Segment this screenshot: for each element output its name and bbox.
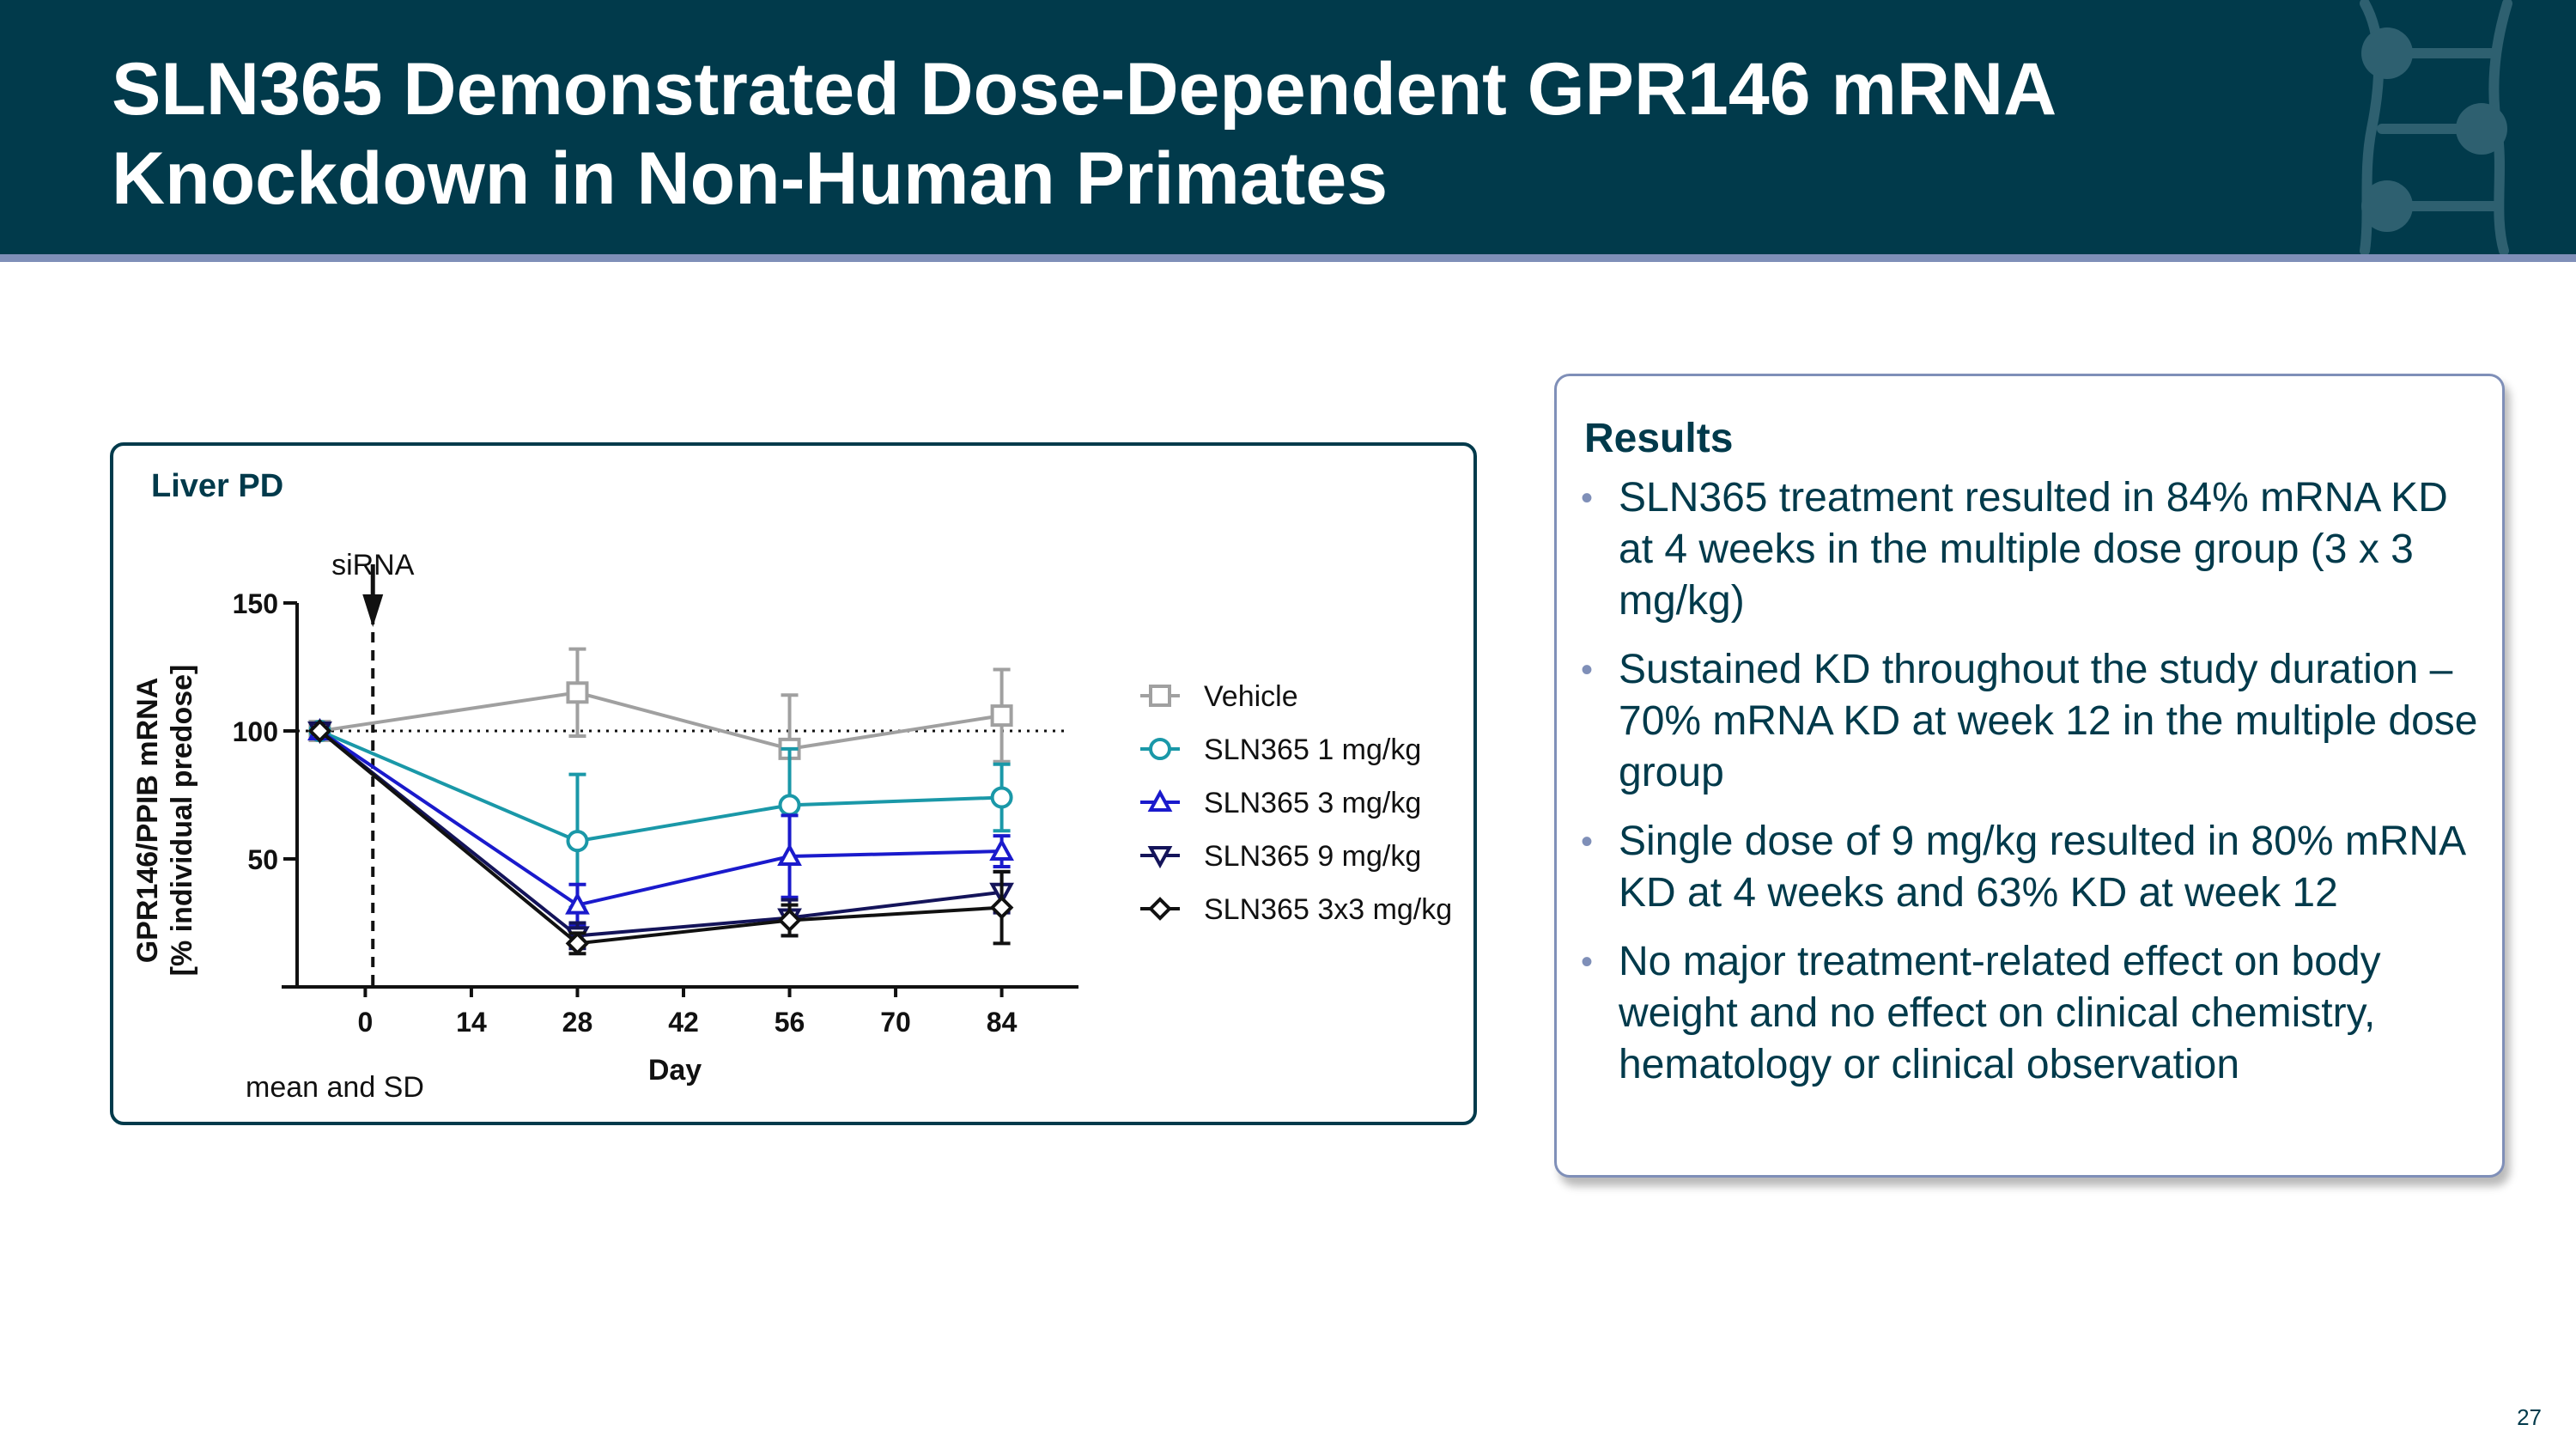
results-item: • SLN365 treatment resulted in 84% mRNA K… bbox=[1581, 472, 2491, 627]
chart-panel bbox=[110, 442, 1477, 1125]
results-item-text: No major treatment-related effect on bod… bbox=[1619, 939, 2381, 1087]
results-item-text: Single dose of 9 mg/kg resulted in 80% m… bbox=[1619, 819, 2464, 916]
legend-label-sln365-3x3-mg-kg: SLN365 3x3 mg/kg bbox=[1204, 893, 1452, 926]
x-tick-label: 0 bbox=[358, 1007, 374, 1038]
legend-label-sln365-9-mg-kg: SLN365 9 mg/kg bbox=[1204, 840, 1421, 873]
series-line-sln365-1-mg-kg bbox=[319, 729, 1002, 843]
legend-marker-vehicle bbox=[1149, 685, 1171, 707]
data-point-sln365-1-mg-kg bbox=[990, 786, 1013, 809]
y-axis-label-line-1: GPR146/PPIB mRNA bbox=[131, 678, 164, 964]
page-number: 27 bbox=[2517, 1404, 2542, 1430]
legend-label-sln365-1-mg-kg: SLN365 1 mg/kg bbox=[1204, 734, 1421, 766]
slide-title-line-1: SLN365 Demonstrated Dose-Dependent GPR14… bbox=[112, 48, 2057, 131]
data-point-sln365-3-mg-kg bbox=[989, 837, 1014, 861]
x-tick-label: 56 bbox=[775, 1007, 805, 1038]
y-tick-label: 50 bbox=[247, 844, 278, 875]
bullet-icon: • bbox=[1581, 479, 1594, 517]
legend-marker-sln365-9-mg-kg bbox=[1147, 846, 1173, 869]
chart-footnote: mean and SD bbox=[246, 1071, 424, 1104]
x-tick-label: 28 bbox=[562, 1007, 593, 1038]
data-point-sln365-3-mg-kg bbox=[777, 843, 802, 867]
results-item: • Sustained KD throughout the study durat… bbox=[1581, 644, 2491, 799]
y-tick-label: 100 bbox=[233, 716, 278, 747]
data-point-sln365-3-mg-kg bbox=[565, 892, 590, 915]
results-panel: Results • SLN365 treatment resulted in 84… bbox=[1554, 374, 2505, 1178]
results-list: • SLN365 treatment resulted in 84% mRNA K… bbox=[1581, 472, 2491, 1108]
data-point-vehicle bbox=[990, 704, 1013, 728]
data-point-sln365-3x3-mg-kg bbox=[307, 719, 332, 743]
x-tick-label: 14 bbox=[456, 1007, 487, 1038]
results-item: • No major treatment-related effect on bo… bbox=[1581, 936, 2491, 1091]
plot-area: 50 100 150 0 14 28 42 56 70 84 bbox=[233, 564, 1078, 1038]
results-title: Results bbox=[1584, 416, 1734, 461]
title-underline bbox=[0, 254, 2576, 262]
title-banner bbox=[0, 0, 2576, 254]
x-tick-label: 42 bbox=[668, 1007, 699, 1038]
bullet-icon: • bbox=[1581, 943, 1594, 981]
bullet-icon: • bbox=[1581, 823, 1594, 861]
series-line-sln365-3x3-mg-kg bbox=[319, 729, 1002, 946]
legend-label-vehicle: Vehicle bbox=[1204, 680, 1298, 713]
results-item-text: SLN365 treatment resulted in 84% mRNA KD… bbox=[1619, 475, 2448, 624]
legend-marker-sln365-3-mg-kg bbox=[1147, 788, 1173, 812]
data-point-sln365-3x3-mg-kg bbox=[565, 931, 590, 956]
data-point-sln365-3x3-mg-kg bbox=[989, 895, 1014, 920]
data-point-sln365-1-mg-kg bbox=[566, 830, 589, 853]
data-point-sln365-3x3-mg-kg bbox=[777, 908, 802, 933]
x-tick-label: 84 bbox=[987, 1007, 1018, 1038]
results-item: • Single dose of 9 mg/kg resulted in 80% … bbox=[1581, 816, 2491, 919]
series-line-sln365-3-mg-kg bbox=[319, 729, 1002, 907]
data-point-sln365-1-mg-kg bbox=[778, 794, 801, 817]
y-tick-label: 150 bbox=[233, 588, 278, 619]
series-line-vehicle bbox=[319, 691, 1002, 751]
chart-legend: Vehicle SLN365 1 mg/kg SLN365 3 mg/kg SLN36… bbox=[1140, 680, 1452, 926]
legend-marker-sln365-3x3-mg-kg bbox=[1148, 897, 1172, 921]
legend-marker-sln365-1-mg-kg bbox=[1149, 738, 1171, 760]
results-item-text: Sustained KD throughout the study durati… bbox=[1619, 647, 2478, 795]
legend-label-sln365-3-mg-kg: SLN365 3 mg/kg bbox=[1204, 787, 1421, 819]
dosing-arrow-icon bbox=[362, 594, 384, 627]
slide-title-line-2: Knockdown in Non-Human Primates bbox=[112, 137, 1388, 220]
x-axis-label: Day bbox=[648, 1054, 702, 1087]
series-line-sln365-9-mg-kg bbox=[319, 729, 1002, 938]
data-point-vehicle bbox=[566, 681, 589, 704]
slide-title: SLN365 Demonstrated Dose-Dependent GPR14… bbox=[112, 45, 2258, 223]
chart-title: Liver PD bbox=[151, 468, 283, 504]
liver-pd-chart: Liver PD siRNA mean and SD Day GPR146/PP… bbox=[131, 468, 1452, 1104]
y-axis-label-line-2: [% individual predose] bbox=[166, 665, 198, 977]
bullet-icon: • bbox=[1581, 651, 1594, 689]
company-logo-icon bbox=[2360, 0, 2512, 254]
x-tick-label: 70 bbox=[880, 1007, 911, 1038]
